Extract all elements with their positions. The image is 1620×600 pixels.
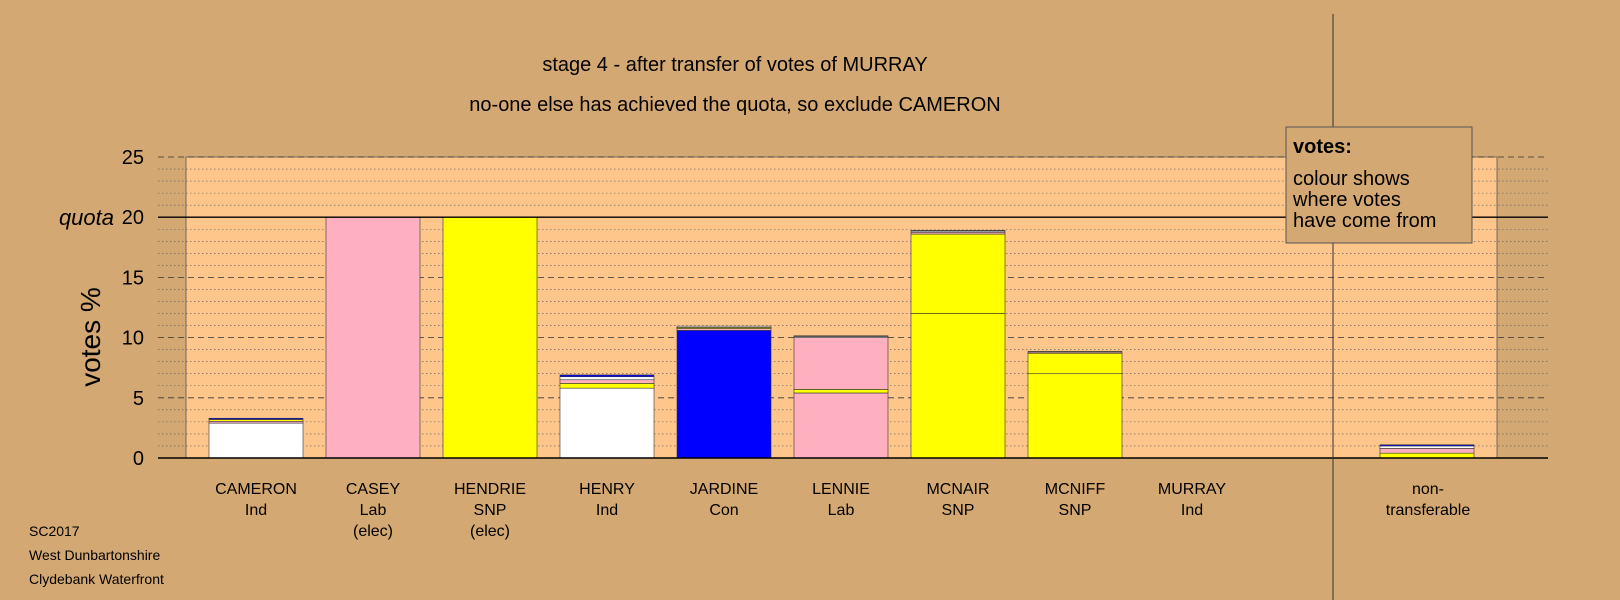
candidate-name-lennie: LENNIE <box>812 481 870 498</box>
bar-cameron-segment-3 <box>208 417 304 420</box>
bar-nontransferable-segment-2 <box>1379 445 1475 449</box>
bar-jardine-segment-0 <box>676 330 772 459</box>
candidate-party-murray: Ind <box>1181 502 1203 519</box>
candidate-name-casey: CASEY <box>346 481 401 498</box>
candidate-name-jardine: JARDINE <box>690 481 758 498</box>
bar-lennie-segment-0 <box>793 392 889 459</box>
y-tick-label-10: 10 <box>122 328 144 350</box>
bar-lennie-segment-2 <box>793 337 889 390</box>
candidate-party-hendrie: SNP <box>474 502 507 519</box>
candidate-name-henry: HENRY <box>579 481 635 498</box>
bar-nontransferable-segment-1 <box>1379 448 1475 454</box>
candidate-labels: CAMERON Ind CASEY Lab (elec) HENDRIE SNP (elec)… <box>215 481 1470 540</box>
legend-line-1: colour shows <box>1293 168 1410 190</box>
candidate-party-lennie: Lab <box>828 502 855 519</box>
bar-mcnair-segment-4 <box>910 230 1006 232</box>
bar-jardine-segment-3 <box>676 325 772 328</box>
bar-henry-segment-1 <box>559 383 655 389</box>
chart-title: stage 4 - after transfer of votes of MUR… <box>542 54 927 76</box>
candidate-name-murray: MURRAY <box>1158 481 1226 498</box>
candidate-party-mcniff: SNP <box>1059 502 1092 519</box>
y-tick-labels: 0 5 10 15 20 25 <box>122 147 144 470</box>
bar-lennie-segment-4 <box>793 335 889 337</box>
legend-line-3: have come from <box>1293 210 1436 232</box>
bar-nontransferable-segment-0 <box>1379 452 1475 459</box>
bar-henry-segment-3 <box>559 376 655 381</box>
nontransferable-label-1: non- <box>1412 481 1444 498</box>
y-tick-label-20: 20 <box>122 207 144 229</box>
bar-mcniff-segment-3 <box>1027 351 1123 353</box>
nontransferable-label-2: transferable <box>1386 502 1471 519</box>
candidate-name-cameron: CAMERON <box>215 481 297 498</box>
chart-subtitle: no-one else has achieved the quota, so e… <box>469 94 1000 116</box>
bar-henry-segment-4 <box>559 374 655 378</box>
y-tick-label-15: 15 <box>122 267 144 289</box>
legend-line-2: where votes <box>1292 189 1401 211</box>
bars <box>208 216 1475 459</box>
candidate-name-mcnair: MCNAIR <box>926 481 989 498</box>
candidate-note-casey: (elec) <box>353 523 393 540</box>
y-tick-label-0: 0 <box>133 448 144 470</box>
candidate-party-casey: Lab <box>360 502 387 519</box>
candidate-party-cameron: Ind <box>245 502 267 519</box>
legend-box: votes: colour shows where votes have com… <box>1285 126 1473 244</box>
bar-mcniff-segment-1 <box>1027 352 1123 375</box>
y-tick-label-25: 25 <box>122 147 144 169</box>
candidate-party-jardine: Con <box>709 502 738 519</box>
bar-hendrie-segment-0 <box>442 216 538 459</box>
bar-mcnair-segment-0 <box>910 313 1006 459</box>
candidate-party-mcnair: SNP <box>942 502 975 519</box>
bar-lennie-segment-1 <box>793 389 889 394</box>
legend-title: votes: <box>1293 136 1352 158</box>
bar-mcnair-segment-1 <box>910 233 1006 314</box>
footer-line-1: SC2017 <box>29 523 80 539</box>
candidate-name-hendrie: HENDRIE <box>454 481 526 498</box>
bar-casey-segment-0 <box>325 216 421 459</box>
footer-line-2: West Dunbartonshire <box>29 547 160 563</box>
candidate-name-mcniff: MCNIFF <box>1045 481 1106 498</box>
y-axis-label: votes % <box>75 287 106 387</box>
bar-cameron-segment-0 <box>208 422 304 459</box>
y-tick-label-5: 5 <box>133 388 144 410</box>
bar-henry-segment-0 <box>559 387 655 459</box>
footer-line-3: Clydebank Waterfront <box>29 571 164 587</box>
candidate-note-hendrie: (elec) <box>470 523 510 540</box>
quota-label: quota <box>59 205 114 230</box>
bar-nontransferable-segment-3 <box>1379 444 1475 447</box>
bar-henry-segment-2 <box>559 379 655 384</box>
bar-mcniff-segment-0 <box>1027 373 1123 459</box>
candidate-party-henry: Ind <box>596 502 618 519</box>
